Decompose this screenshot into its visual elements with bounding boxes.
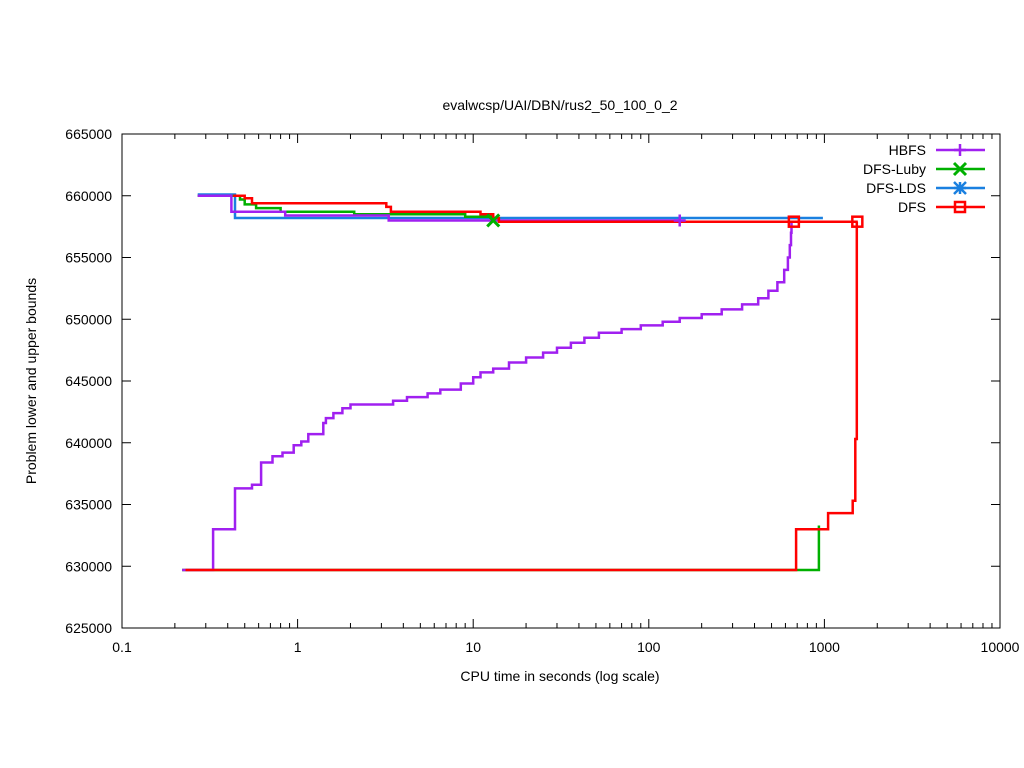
legend: HBFS DFS-Luby DFS-LDS DFS	[863, 142, 985, 215]
legend-entry-hbfs: HBFS	[889, 142, 985, 158]
y-tick-label: 635000	[65, 497, 112, 513]
series-line-dfs-lower	[185, 221, 859, 572]
legend-marker	[953, 200, 967, 214]
series-line-dfs-luby-upper	[197, 194, 495, 221]
legend-entry-dfs-lds: DFS-LDS	[866, 180, 985, 196]
series-line-dfs-lds-upper	[197, 193, 823, 220]
y-tick-label: 655000	[65, 250, 112, 266]
series-line-hbfs-lower	[182, 221, 793, 572]
series-line-dfs-luby-lower	[182, 525, 821, 572]
y-axis-label: Problem lower and upper bounds	[23, 278, 39, 484]
y-tick-label: 660000	[65, 188, 112, 204]
marker-layer	[486, 213, 864, 228]
x-tick-label: 1	[294, 639, 302, 655]
x-tick-label: 10	[465, 639, 481, 655]
y-tick-label: 665000	[65, 126, 112, 142]
x-axis-label: CPU time in seconds (log scale)	[460, 668, 659, 684]
legend-marker	[954, 144, 966, 156]
x-tick-label: 1000	[809, 639, 840, 655]
legend-entry-dfs-luby: DFS-Luby	[863, 161, 985, 177]
series-layer	[182, 193, 859, 572]
chart-title: evalwcsp/UAI/DBN/rus2_50_100_0_2	[442, 97, 677, 113]
legend-entry-dfs: DFS	[898, 199, 985, 215]
y-tick-label: 630000	[65, 558, 112, 574]
marker-dfs	[787, 215, 801, 228]
marker-dfs	[851, 215, 864, 228]
axis-ticks: 0.1 1 10 100 1000 10000 625000 630000 635000 6400…	[65, 126, 1019, 655]
legend-marker	[953, 181, 967, 195]
marker-dfs-luby	[486, 213, 501, 228]
y-tick-label: 645000	[65, 373, 112, 389]
plot-frame	[121, 133, 1001, 629]
x-tick-label: 10000	[981, 639, 1020, 655]
marker-hbfs	[673, 214, 686, 227]
x-tick-label: 0.1	[112, 639, 132, 655]
x-tick-label: 100	[637, 639, 661, 655]
series-line-dfs-upper	[233, 194, 858, 223]
y-tick-label: 650000	[65, 311, 112, 327]
legend-label: DFS-Luby	[863, 161, 926, 177]
y-tick-label: 625000	[65, 620, 112, 636]
legend-label: DFS	[898, 199, 926, 215]
legend-marker	[952, 161, 968, 177]
y-tick-label: 640000	[65, 435, 112, 451]
legend-label: DFS-LDS	[866, 180, 926, 196]
legend-label: HBFS	[889, 142, 926, 158]
